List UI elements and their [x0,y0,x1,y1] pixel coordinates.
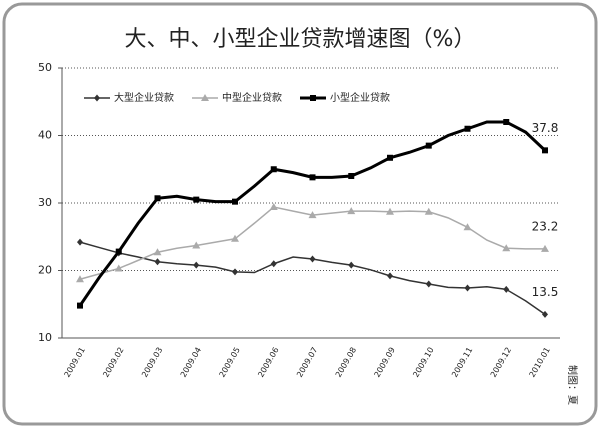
marker [193,261,200,269]
data-label: 13.5 [532,285,559,299]
data-label: 23.2 [532,219,559,233]
marker [348,261,355,269]
marker [232,268,238,276]
marker [387,272,393,280]
marker [115,248,122,255]
marker [193,196,200,203]
marker [77,238,83,246]
marker [542,310,548,318]
marker [542,147,548,154]
marker [348,173,355,179]
marker [309,174,316,181]
y-tick-label: 40 [38,129,52,142]
y-tick-label: 30 [38,196,52,209]
marker [114,264,123,272]
marker [425,280,432,288]
marker [77,302,83,309]
marker [269,203,278,211]
marker [464,125,471,132]
marker [425,142,432,149]
legend-label: 小型企业贷款 [330,91,390,104]
note: 制图：夏 [566,365,579,405]
legend-label: 大型企业贷款 [114,91,174,104]
marker [192,241,201,249]
marker [386,207,394,215]
legend-label: 中型企业贷款 [222,91,282,104]
marker [201,94,209,101]
y-tick-label: 20 [38,264,52,277]
marker [541,244,549,252]
marker [309,255,316,263]
marker [270,166,277,173]
marker [464,284,471,292]
marker [94,94,100,102]
frame [2,2,598,426]
marker [154,195,161,202]
marker [231,234,239,242]
marker [154,258,161,266]
marker [76,275,84,283]
marker [463,223,472,231]
marker [502,244,511,252]
marker [232,198,238,205]
marker [503,119,510,125]
marker [387,154,393,161]
y-tick-label: 50 [38,61,52,74]
y-tick-label: 10 [38,331,52,344]
data-label: 37.8 [532,121,559,135]
marker [424,207,433,215]
marker [503,285,510,293]
marker [347,207,356,215]
marker [153,248,162,256]
chart-title: 大、中、小型企业贷款增速图（%） [125,27,476,52]
marker [308,211,317,219]
marker [310,95,316,101]
marker [270,260,277,268]
